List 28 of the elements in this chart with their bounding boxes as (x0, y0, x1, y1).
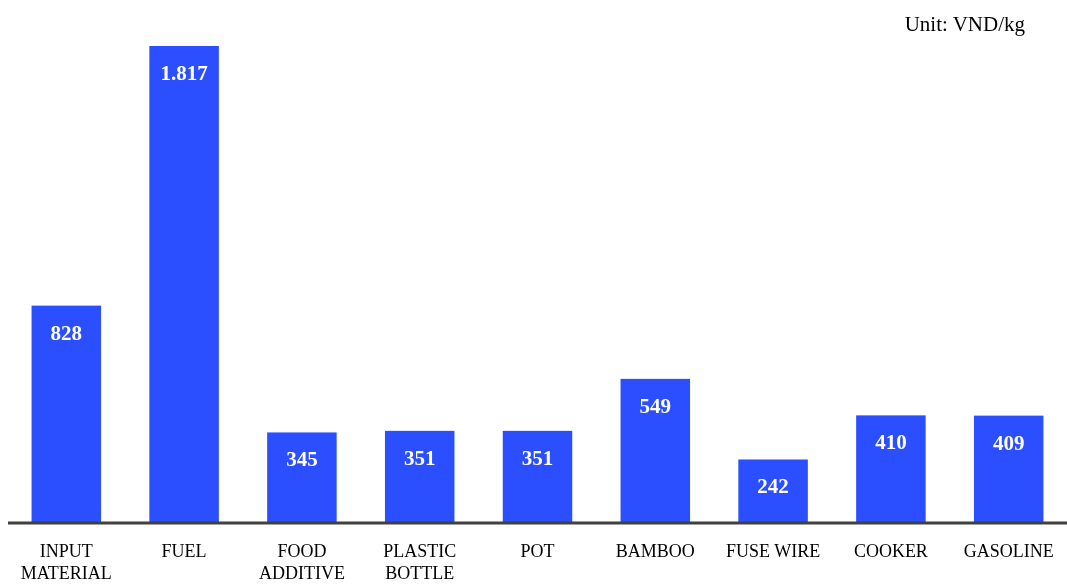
x-tick-label: COOKER (853, 541, 928, 561)
x-tick-label: FOOD ADDITIVE (258, 541, 345, 583)
bar (384, 430, 455, 523)
data-label: 1.817 (160, 61, 208, 85)
x-tick-label: BAMBOO (615, 541, 695, 561)
text: Unit: VND/kg (904, 12, 1026, 36)
bar (856, 415, 926, 523)
data-label: 549 (639, 393, 672, 418)
x-tick-label: POT (520, 541, 555, 561)
bar (149, 46, 219, 523)
bar (31, 305, 102, 523)
data-label: 828 (50, 320, 83, 345)
bar (620, 378, 691, 523)
x-tick-label: PLASTIC BOTTLE (383, 541, 457, 583)
bar (502, 430, 573, 523)
data-label: 351 (403, 445, 436, 470)
bar (973, 415, 1044, 523)
x-tick-label: FUSE WIRE (726, 541, 821, 561)
x-tick-label: GASOLINE (963, 541, 1054, 561)
data-label: 409 (992, 430, 1025, 455)
x-tick-label: INPUT MATERIAL (20, 541, 112, 583)
data-label: 410 (875, 430, 907, 455)
data-label: 351 (521, 445, 554, 470)
data-label: 242 (757, 474, 789, 499)
data-label: 345 (286, 447, 318, 472)
x-tick-label: FUEL (161, 541, 207, 561)
bar (738, 459, 808, 523)
bar (267, 432, 337, 523)
